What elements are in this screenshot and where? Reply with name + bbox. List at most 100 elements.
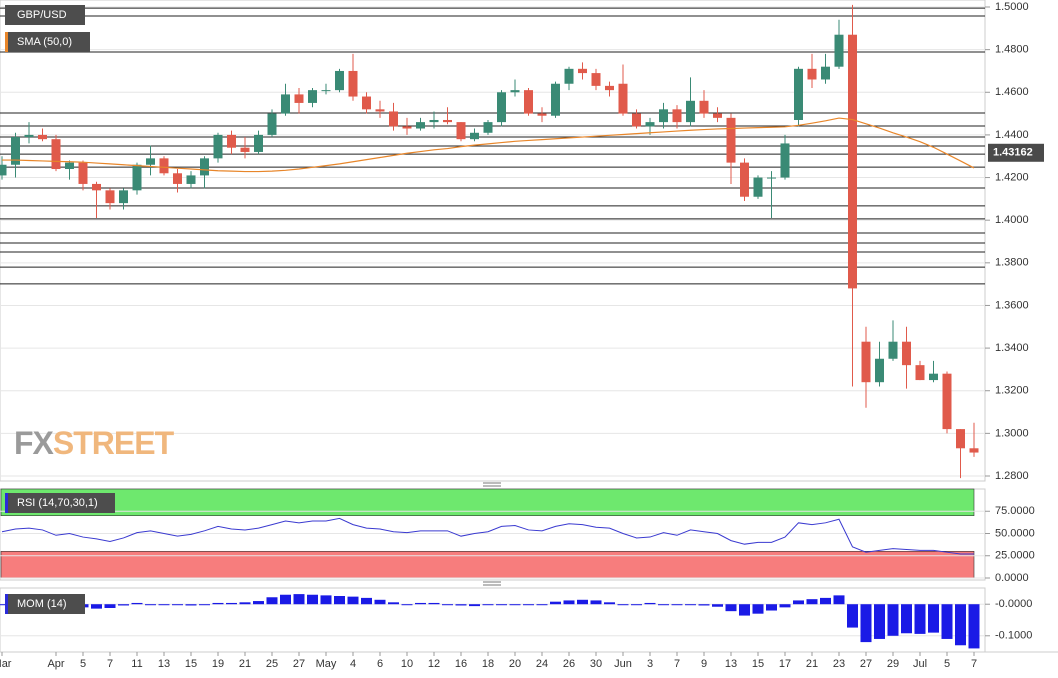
legend-label: GBP/USD [17,9,67,21]
mom-bar [766,604,777,611]
x-tick-label: 9 [701,658,707,670]
x-tick-label: 11 [131,658,142,670]
candle-body [362,96,371,110]
y-tick-label: 1.2800 [995,470,1029,482]
mom-bar [955,604,966,646]
price-panel [0,0,986,482]
x-tick-label: 17 [779,658,791,670]
candle-body [470,132,479,140]
candle-body [65,162,74,170]
mom-bar [280,594,291,605]
candle-body [497,92,506,123]
mom-bar [0,604,8,606]
y-tick-label: 1.4800 [995,44,1029,56]
x-tick-label: 16 [455,658,467,670]
last-price-box [988,143,1044,162]
rsi-line [1,517,974,555]
watermark: FXSTREET [14,425,175,461]
candle-body [699,100,709,114]
sma-line [2,117,975,173]
mom-bar [820,597,831,605]
mom-bar [172,604,183,606]
candle-body [51,139,61,170]
candle-body [767,177,776,179]
candle-body [875,358,884,383]
candle-body [321,90,331,92]
x-tick-label: Apr [47,658,64,670]
mom-bar [158,604,170,606]
y-tick-label: 1.4200 [995,171,1029,183]
legend-swatch [5,493,8,513]
mom-bar [928,604,939,633]
x-tick-label: 15 [185,658,197,670]
last-price-label: 1.43162 [993,147,1033,159]
mom-bar [212,602,224,605]
mom-bar [563,600,575,605]
candle-body [551,83,560,116]
mom-bar [739,604,750,616]
candle-body [0,164,7,176]
x-tick-label: 4 [350,658,356,670]
candle-body [159,158,169,174]
candle-body [578,68,587,74]
legend-label: MOM (14) [17,598,67,610]
mom-bar [968,604,980,649]
mom-bar [509,604,521,606]
candle-body [861,341,871,383]
mom-bar [604,602,615,605]
mom-bar [793,600,804,605]
mom-bar [779,604,791,608]
legend-box [5,594,85,614]
mom-bar [590,600,602,605]
mom-bar [118,604,129,606]
legend-box [5,493,115,513]
y-tick-label: 1.4000 [995,214,1029,226]
candle-body [753,177,763,197]
y-tick-label: -0.1000 [995,630,1032,642]
candle-body [969,448,979,453]
candle-body [672,109,682,123]
mom-bar [482,604,494,606]
candle-body [645,122,655,127]
x-tick-label: Jul [913,658,927,670]
mom-bar [253,601,264,605]
mom-bar [550,601,561,605]
x-tick-label: 7 [971,658,977,670]
x-tick-label: 23 [833,658,845,670]
x-tick-label: 21 [239,658,251,670]
mom-bar [361,597,372,605]
resize-handle[interactable] [483,482,501,487]
candle-body [11,137,20,165]
y-tick-label: 1.3400 [995,342,1029,354]
watermark-part: FX [14,425,55,461]
x-tick-label: 26 [563,658,575,670]
x-tick-label: 13 [725,658,737,670]
x-tick-label: 18 [482,658,494,670]
candle-body [348,70,358,97]
mom-bar [914,604,926,634]
y-tick-label: 75.0000 [995,505,1035,517]
mom-bar [847,604,858,628]
candle-body [92,183,101,191]
x-tick-label: 20 [509,658,521,670]
resize-handle[interactable] [483,581,501,586]
candle-body [375,109,385,112]
mom-bar [455,604,467,606]
y-tick-label: 1.3000 [995,427,1029,439]
candle-body [119,190,128,204]
mom-bar [374,599,386,605]
candle-body [186,175,196,184]
legend-box [5,5,85,25]
candle-body [416,122,425,129]
x-tick-label: 29 [887,658,899,670]
mom-bar [712,604,723,607]
mom-bar [469,604,480,607]
mom-bar [833,595,845,605]
candle-body [308,90,317,103]
mom-bar [239,602,251,605]
x-tick-label: 25 [266,658,278,670]
mom-bar [145,604,156,606]
x-tick-label: 15 [752,658,764,670]
mom-bar [307,594,318,605]
